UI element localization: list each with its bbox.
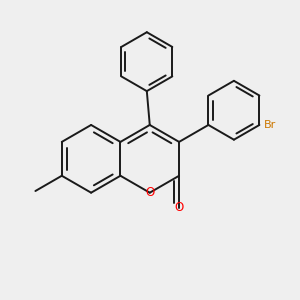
Text: O: O — [145, 186, 154, 199]
Text: Br: Br — [264, 120, 276, 130]
Text: O: O — [175, 201, 184, 214]
